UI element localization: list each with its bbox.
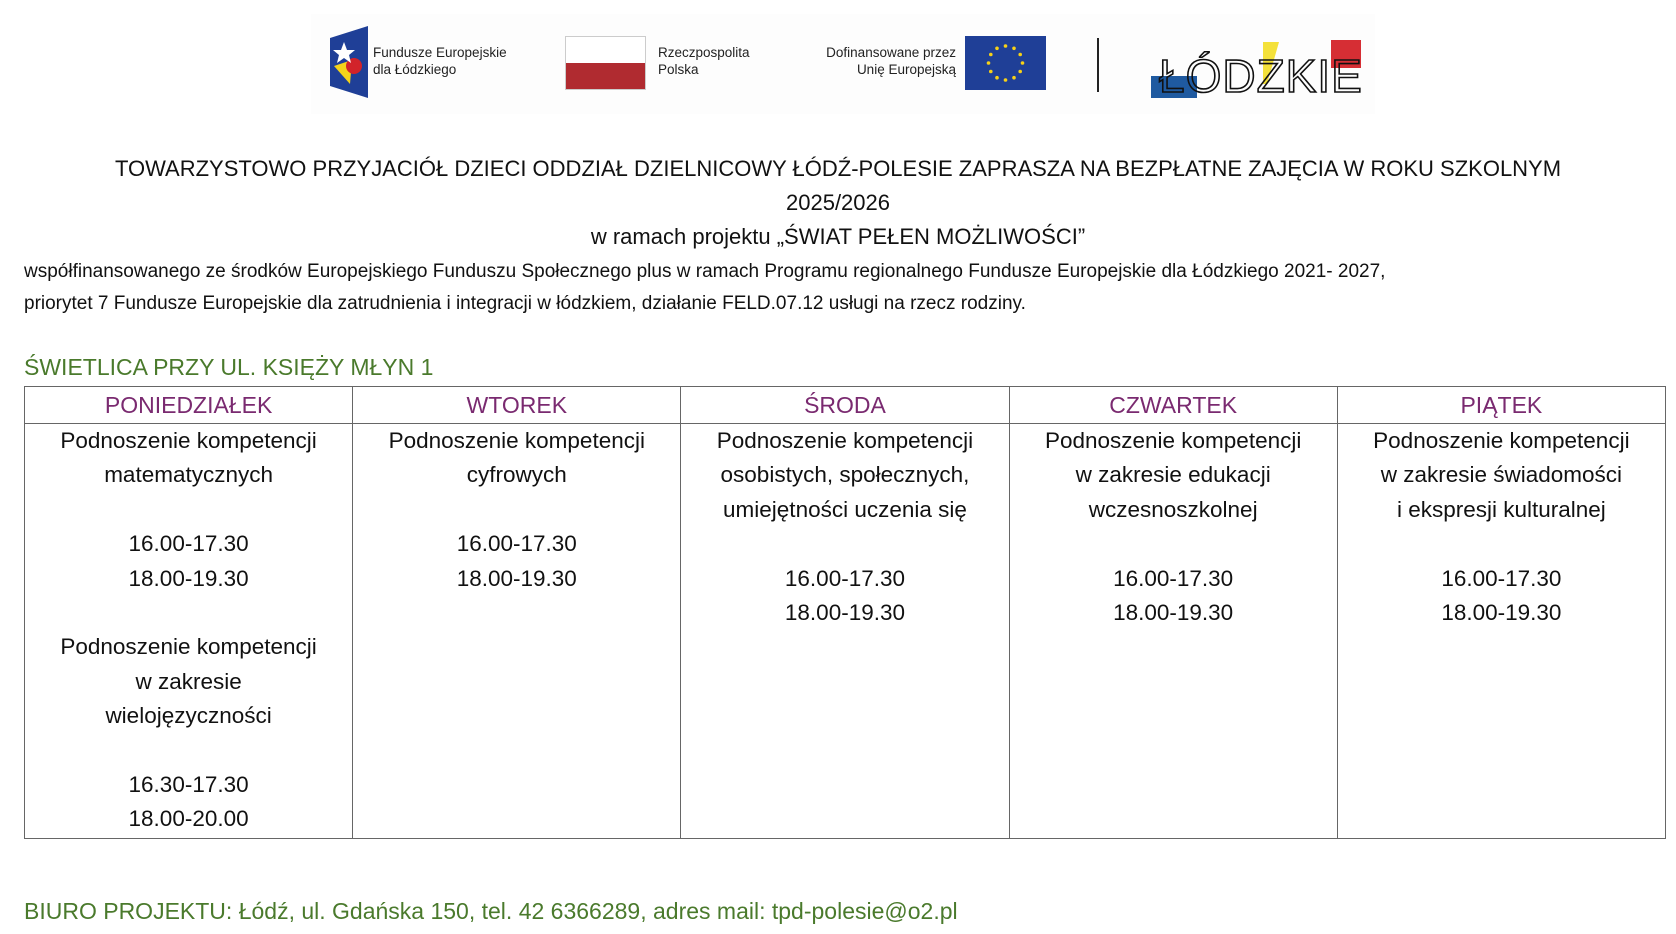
schedule-cell: Podnoszenie kompetencji w zakresie świado… <box>1336 423 1667 839</box>
cell-line: w zakresie edukacji <box>1075 462 1271 488</box>
blank-line <box>25 734 352 768</box>
schedule-table: PONIEDZIAŁEK WTOREK ŚRODA CZWARTEK PIĄTE… <box>23 386 1667 839</box>
blank-line <box>25 493 352 527</box>
eu-star <box>1012 75 1016 80</box>
cell-line: 18.00-19.30 <box>1441 600 1562 626</box>
pl-logo-line: Polska <box>658 62 699 77</box>
eu-star <box>1020 61 1025 65</box>
title-line-3: w ramach projektu „ŚWIAT PEŁEN MOŻLIWOŚC… <box>590 224 1086 249</box>
fundusze-europejskie-logo-icon <box>330 26 368 98</box>
blank-line <box>1338 527 1665 561</box>
polish-flag-icon <box>565 36 646 90</box>
schedule-cell: Podnoszenie kompetencji matematycznych 16.… <box>23 423 354 839</box>
cell-line: cyfrowych <box>466 462 567 488</box>
day-header: WTOREK <box>352 386 682 424</box>
cell-line: 16.00-17.30 <box>456 531 577 557</box>
cell-line: 18.00-20.00 <box>128 806 249 832</box>
header-row: PONIEDZIAŁEK WTOREK ŚRODA CZWARTEK PIĄTE… <box>23 386 1667 424</box>
cell-line: w zakresie świadomości <box>1380 462 1623 488</box>
cell-line: Podnoszenie kompetencji <box>1373 428 1630 453</box>
cell-line: Podnoszenie kompetencji <box>716 428 974 453</box>
eu-star <box>1003 78 1008 82</box>
cell-line: Podnoszenie kompetencji <box>388 428 645 453</box>
title-line-2: 2025/2026 <box>786 190 890 215</box>
svg-text:ŁÓDZKIE: ŁÓDZKIE <box>1159 50 1361 100</box>
blank-line <box>681 527 1008 561</box>
eu-star <box>986 61 991 65</box>
cell-line: 16.00-17.30 <box>128 531 249 557</box>
cell-line: Podnoszenie kompetencji <box>1044 428 1302 453</box>
cell-line: 18.00-19.30 <box>1113 600 1234 626</box>
cell-line: osobistych, społecznych, <box>720 462 970 488</box>
day-header: PONIEDZIAŁEK <box>23 386 354 424</box>
blank-line <box>353 493 680 527</box>
cell-line: 16.00-17.30 <box>1441 565 1562 591</box>
day-header: ŚRODA <box>680 386 1010 424</box>
schedule-cell: Podnoszenie kompetencji osobistych, społe… <box>680 423 1010 839</box>
eu-star <box>989 69 993 74</box>
cell-line: wczesnoszkolnej <box>1088 496 1258 522</box>
pl-logo-text: Rzeczpospolita Polska <box>658 44 750 78</box>
fe-logo-line: Fundusze Europejskie <box>373 45 507 60</box>
section-title: ŚWIETLICA PRZY UL. KSIĘŻY MŁYN 1 <box>24 354 434 380</box>
eu-star <box>1018 52 1022 57</box>
blank-line <box>1010 527 1337 561</box>
schedule-cell: Podnoszenie kompetencji w zakresie edukac… <box>1008 423 1338 839</box>
cell-line: 18.00-19.30 <box>784 600 906 626</box>
title-line-1: TOWARZYSTOWO PRZYJACIÓŁ DZIECI ODDZIAŁ D… <box>114 156 1562 181</box>
blank-line <box>25 596 352 630</box>
eu-star <box>995 75 999 80</box>
cell-line: umiejętności uczenia się <box>723 496 967 522</box>
eu-flag-icon <box>965 36 1046 90</box>
cell-line: Podnoszenie kompetencji <box>60 428 317 453</box>
lodzkie-logo-icon: ŁÓDZKIE <box>1151 40 1361 100</box>
intro-paragraph: współfinansowanego ze środków Europejski… <box>24 256 1674 320</box>
eu-logo-line: Unię Europejską <box>856 62 956 77</box>
cell-line: wielojęzyczności <box>105 703 272 729</box>
schedule-cell: Podnoszenie kompetencji cyfrowych 16.00-17… <box>352 423 682 839</box>
pl-logo-line: Rzeczpospolita <box>658 45 750 60</box>
logo-divider <box>1097 38 1099 92</box>
eu-logo-text: Dofinansowane przez Unię Europejską <box>791 44 956 78</box>
cell-line: i ekspresji kulturalnej <box>1396 496 1606 522</box>
project-office-footer: BIURO PROJEKTU: Łódź, ul. Gdańska 150, t… <box>24 898 958 924</box>
cell-line: matematycznych <box>104 462 273 488</box>
logo-bar: Fundusze Europejskie dla Łódzkiego Rzecz… <box>311 14 1375 114</box>
fe-logo-line: dla Łódzkiego <box>373 62 457 77</box>
fe-logo-text: Fundusze Europejskie dla Łódzkiego <box>373 44 507 78</box>
eu-star <box>1018 69 1022 74</box>
intro-line-1: współfinansowanego ze środków Europejski… <box>24 261 1386 282</box>
day-header: CZWARTEK <box>1008 386 1338 424</box>
schedule-row: Podnoszenie kompetencji matematycznych 16.… <box>23 423 1667 839</box>
day-header: PIĄTEK <box>1336 386 1667 424</box>
eu-logo-line: Dofinansowane przez <box>826 45 956 60</box>
eu-star <box>1012 46 1016 51</box>
cell-line: 16.30-17.30 <box>128 772 249 798</box>
cell-line: 18.00-19.30 <box>456 565 577 591</box>
eu-star <box>989 52 993 57</box>
cell-line: Podnoszenie kompetencji <box>60 634 317 660</box>
eu-star <box>1003 44 1008 48</box>
cell-line: 16.00-17.30 <box>1113 565 1234 591</box>
cell-line: w zakresie <box>135 668 242 694</box>
cell-line: 18.00-19.30 <box>128 565 249 591</box>
cell-line: 16.00-17.30 <box>784 565 906 591</box>
intro-line-2: priorytet 7 Fundusze Europejskie dla zat… <box>24 293 1026 314</box>
eu-star <box>995 46 999 51</box>
